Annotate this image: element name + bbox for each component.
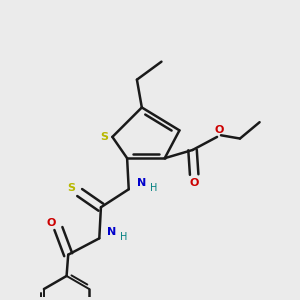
Text: H: H	[150, 183, 157, 193]
Text: S: S	[68, 183, 76, 193]
Text: O: O	[46, 218, 56, 228]
Text: H: H	[120, 232, 127, 242]
Text: O: O	[190, 178, 199, 188]
Text: O: O	[214, 125, 224, 135]
Text: N: N	[136, 178, 146, 188]
Text: N: N	[107, 227, 116, 237]
Text: S: S	[100, 132, 108, 142]
